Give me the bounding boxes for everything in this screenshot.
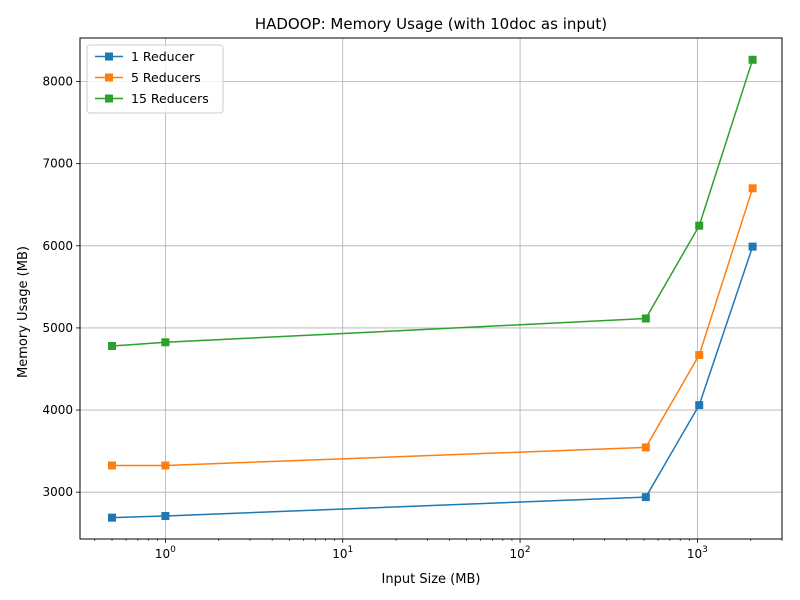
y-axis-label: Memory Usage (MB) bbox=[16, 246, 31, 378]
y-tick-label: 6000 bbox=[42, 239, 73, 253]
data-point bbox=[748, 242, 757, 251]
legend-label: 15 Reducers bbox=[131, 91, 209, 106]
legend-swatch-marker bbox=[105, 52, 113, 61]
data-point bbox=[108, 513, 117, 522]
x-tick-label: 102 bbox=[510, 545, 531, 561]
series-0 bbox=[108, 242, 757, 522]
x-tick-label: 100 bbox=[155, 545, 176, 561]
series-2 bbox=[108, 55, 757, 350]
data-point bbox=[695, 351, 704, 360]
legend-label: 1 Reducer bbox=[131, 49, 195, 64]
x-tick-label-base: 10 bbox=[510, 547, 525, 561]
data-point bbox=[748, 184, 757, 193]
legend-item: 15 Reducers bbox=[95, 91, 209, 106]
legend-swatch-marker bbox=[105, 73, 113, 82]
data-point bbox=[695, 221, 704, 230]
y-tick-label: 7000 bbox=[42, 157, 73, 171]
data-point bbox=[641, 314, 650, 323]
legend-item: 1 Reducer bbox=[95, 49, 195, 64]
data-point bbox=[161, 461, 170, 470]
y-tick-label: 3000 bbox=[42, 485, 73, 499]
data-point bbox=[748, 55, 757, 64]
x-tick-label-exponent: 1 bbox=[347, 545, 353, 555]
y-tick-label: 5000 bbox=[42, 321, 73, 335]
data-point bbox=[161, 338, 170, 347]
data-point bbox=[108, 341, 117, 350]
x-tick-label-base: 10 bbox=[155, 547, 170, 561]
data-point bbox=[108, 461, 117, 470]
legend-item: 5 Reducers bbox=[95, 70, 201, 85]
data-point bbox=[161, 512, 170, 521]
plot-frame bbox=[79, 37, 783, 540]
grid bbox=[80, 38, 782, 539]
x-axis-label: Input Size (MB) bbox=[382, 572, 481, 587]
y-tick-label: 4000 bbox=[42, 403, 73, 417]
y-tick-label: 8000 bbox=[42, 75, 73, 89]
x-tick-label: 101 bbox=[332, 545, 353, 561]
legend: 1 Reducer 5 Reducers 15 Reducers bbox=[86, 44, 224, 114]
series-1 bbox=[108, 184, 757, 470]
x-tick-label-exponent: 2 bbox=[525, 545, 531, 555]
series-layer bbox=[108, 55, 757, 522]
legend-label: 5 Reducers bbox=[131, 70, 201, 85]
legend-swatch-marker bbox=[105, 94, 113, 103]
chart-title: HADOOP: Memory Usage (with 10doc as inpu… bbox=[255, 15, 607, 33]
data-point bbox=[641, 493, 650, 502]
data-point bbox=[695, 401, 704, 410]
x-tick-label: 103 bbox=[687, 545, 708, 561]
legend-box bbox=[86, 44, 224, 114]
data-point bbox=[641, 443, 650, 452]
x-tick-label-base: 10 bbox=[687, 547, 702, 561]
x-tick-label-base: 10 bbox=[332, 547, 347, 561]
x-tick-label-exponent: 3 bbox=[702, 545, 708, 555]
x-tick-label-exponent: 0 bbox=[170, 545, 176, 555]
